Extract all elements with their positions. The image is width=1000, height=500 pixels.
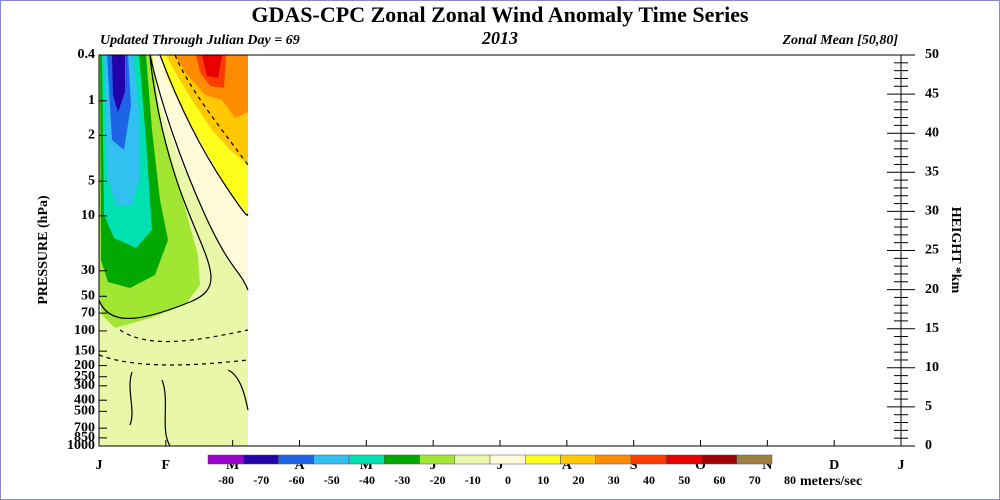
x-tick-label: A — [562, 458, 573, 473]
contour-line — [159, 54, 249, 216]
colorbar-label: 50 — [678, 473, 690, 487]
contour-band — [112, 55, 125, 112]
colorbar-box — [207, 454, 244, 465]
colorbar-box — [489, 454, 526, 465]
y-tick-label: 250 — [74, 369, 95, 384]
contour-line — [227, 369, 249, 411]
y-tick-label: 1000 — [67, 438, 95, 453]
y-tick-label: 150 — [74, 343, 95, 358]
x-tick-label: F — [162, 458, 171, 473]
contour-line — [149, 54, 249, 291]
y-tick-label: 500 — [74, 404, 95, 419]
colorbar-box — [278, 454, 314, 465]
colorbar-label: 40 — [643, 473, 655, 487]
colorbar-box — [560, 454, 596, 465]
y-tick-label: 5 — [88, 173, 95, 188]
colorbar-box — [454, 454, 491, 465]
contour-band — [175, 55, 248, 118]
y-tick-label: 100 — [74, 323, 95, 338]
colorbar-label: -20 — [430, 473, 446, 487]
colorbar-label: -60 — [289, 473, 305, 487]
y2-tick-label: 15 — [925, 321, 939, 336]
colorbar-box — [701, 454, 737, 465]
x-tick-label: S — [630, 458, 638, 473]
x-tick-label: D — [829, 458, 839, 473]
colorbar-label: -70 — [253, 473, 269, 487]
colorbar-label: -40 — [359, 473, 375, 487]
y-tick-label: 2 — [88, 128, 95, 143]
y-tick-label: 700 — [74, 420, 95, 435]
y-tick-label: 1 — [88, 93, 95, 108]
colorbar-box — [419, 454, 455, 465]
colorbar-label: 20 — [573, 473, 585, 487]
y-tick-label: 10 — [81, 208, 95, 223]
contour-line — [129, 371, 133, 426]
colorbar-box — [630, 454, 667, 465]
y2-tick-label: 25 — [925, 243, 939, 258]
contour-line — [174, 54, 249, 166]
colorbar-label: 80 — [784, 473, 796, 487]
colorbar-label: 10 — [537, 473, 549, 487]
colorbar-box — [384, 454, 420, 465]
contour-line — [98, 54, 212, 320]
contour-line — [119, 329, 249, 343]
colorbar-box — [736, 454, 773, 465]
colorbar-label: 70 — [749, 473, 761, 487]
y2-tick-label: 35 — [925, 165, 939, 180]
subtitle-center: 2013 — [481, 28, 518, 48]
y-tick-label: 850 — [74, 430, 95, 445]
x-tick-label: J — [96, 458, 103, 473]
y2-tick-label: 10 — [925, 360, 939, 375]
colorbar-unit: meters/sec — [800, 474, 862, 489]
y-tick-label: 50 — [81, 289, 95, 304]
contour-band — [202, 55, 222, 78]
colorbar-label: -80 — [218, 473, 234, 487]
y2-tick-label: 30 — [925, 204, 939, 219]
x-tick-label: N — [762, 458, 772, 473]
colorbar-box — [348, 454, 385, 465]
subtitle-right: Zonal Mean [50,80] — [782, 33, 899, 48]
y2-tick-label: 45 — [925, 86, 939, 101]
colorbar-label: -10 — [465, 473, 481, 487]
colorbar-label: -30 — [394, 473, 410, 487]
colorbar-box — [243, 454, 279, 465]
x-tick-label: O — [695, 458, 706, 473]
colorbar-box — [525, 454, 561, 465]
y-tick-label: 30 — [81, 263, 95, 278]
y-axis-label: PRESSURE (hPa) — [36, 195, 51, 305]
x-tick-label: A — [294, 458, 305, 473]
colorbar-label: 30 — [608, 473, 620, 487]
x-tick-label: J — [430, 458, 437, 473]
subtitle-left: Updated Through Julian Day = 69 — [100, 33, 300, 48]
y-tick-label: 400 — [74, 392, 95, 407]
y2-tick-label: 0 — [925, 438, 932, 453]
colorbar-label: 60 — [714, 473, 726, 487]
chart-title: GDAS-CPC Zonal Zonal Wind Anomaly Time S… — [251, 2, 749, 27]
colorbar-box — [666, 454, 702, 465]
y-tick-label: 70 — [81, 305, 95, 320]
y-tick-label: 300 — [74, 378, 95, 393]
colorbar-box — [595, 454, 632, 465]
y2-tick-label: 40 — [925, 125, 939, 140]
y2-tick-label: 50 — [925, 47, 939, 62]
y2-tick-label: 20 — [925, 282, 939, 297]
colorbar-label: 0 — [505, 473, 511, 487]
contour-line — [161, 379, 171, 447]
colorbar-box — [313, 454, 350, 465]
y2-tick-label: 5 — [925, 399, 932, 414]
y2-axis-label: HEIGHT *km — [948, 207, 963, 294]
x-tick-label: J — [898, 458, 905, 473]
y-tick-label: 200 — [74, 358, 95, 373]
contour-line — [98, 354, 249, 366]
colorbar-label: -50 — [324, 473, 340, 487]
y-tick-label: 0.4 — [78, 47, 96, 62]
x-tick-label: J — [497, 458, 504, 473]
